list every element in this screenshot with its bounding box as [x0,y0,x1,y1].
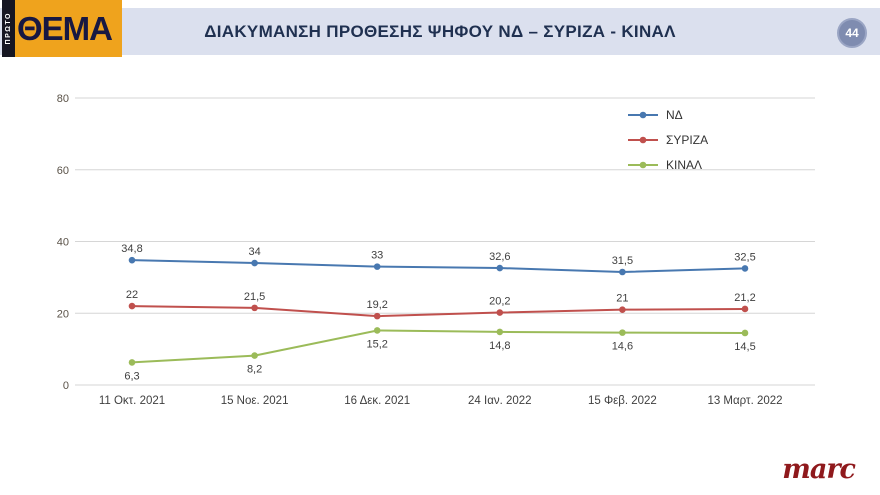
data-point-ΣΥΡΙΖΑ [496,309,504,316]
data-label-ΣΥΡΙΖΑ: 22 [126,289,138,301]
series-line-ΚΙΝΑΛ [131,329,746,364]
data-point-ΚΙΝΑΛ [496,328,504,336]
legend-label: ΣΥΡΙΖΑ [666,133,708,147]
legend-marker [639,136,647,144]
data-label-ΣΥΡΙΖΑ: 21,2 [734,292,755,304]
y-tick-label: 80 [57,93,69,105]
data-point-ΚΙΝΑΛ [251,352,258,359]
data-label-ΚΙΝΑΛ: 6,3 [124,370,139,382]
x-tick-label: 16 Δεκ. 2021 [344,395,410,407]
x-tick-label: 13 Μαρτ. 2022 [707,395,782,407]
x-tick-label: 11 Οκτ. 2021 [99,395,165,407]
logo-small-text: ΠΡΩΤΟ [5,12,12,45]
newspaper-logo: ΠΡΩΤΟ ΘΕΜΑ [2,0,122,57]
data-label-ΣΥΡΙΖΑ: 20,2 [489,296,510,308]
series-line-ΝΔ [131,259,746,273]
legend-marker [639,161,647,169]
x-tick-label: 15 Φεβ. 2022 [588,395,657,407]
series-line-ΣΥΡΙΖΑ [131,305,746,318]
data-point-ΣΥΡΙΖΑ [128,302,136,310]
data-label-ΚΙΝΑΛ: 15,2 [366,338,387,350]
data-label-ΝΔ: 33 [371,250,383,262]
marc-logo: marc [782,454,856,485]
data-label-ΣΥΡΙΖΑ: 21,5 [244,291,265,303]
legend-label: ΚΙΝΑΛ [666,158,702,172]
x-tick-label: 15 Νοε. 2021 [221,395,289,407]
y-tick-label: 40 [57,237,69,249]
data-label-ΝΔ: 34 [248,246,260,258]
data-label-ΚΙΝΑΛ: 14,5 [734,341,755,353]
chart: 0 20 40 60 80 11 Οκτ. 2021 15 Νοε. 2021 16 Δεκ.… [55,88,825,418]
data-label-ΝΔ: 32,5 [734,251,755,263]
data-point-ΚΙΝΑΛ [373,327,381,334]
data-label-ΝΔ: 31,5 [612,255,633,267]
page-number-badge: 44 [837,18,867,48]
x-tick-label: 24 Ιαν. 2022 [468,395,532,407]
data-label-ΚΙΝΑΛ: 8,2 [247,364,262,376]
data-point-ΝΔ [619,268,626,276]
data-label-ΣΥΡΙΖΑ: 21 [616,293,628,305]
legend-label: ΝΔ [666,108,683,122]
data-point-ΝΔ [128,256,136,264]
data-point-ΝΔ [741,265,749,272]
header-bar [0,8,880,55]
data-label-ΝΔ: 34,8 [121,243,142,255]
data-point-ΝΔ [496,264,504,272]
data-point-ΚΙΝΑΛ [741,329,749,337]
logo-strip: ΠΡΩΤΟ [2,0,15,57]
y-tick-label: 20 [57,308,69,320]
line-chart: 0 20 40 60 80 11 Οκτ. 2021 15 Νοε. 2021 16 Δεκ.… [57,93,815,407]
y-tick-label: 0 [63,380,69,392]
page-title: ΔΙΑΚΥΜΑΝΣΗ ΠΡΟΘΕΣΗΣ ΨΗΦΟΥ ΝΔ – ΣΥΡΙΖΑ - … [204,22,676,41]
data-point-ΣΥΡΙΖΑ [619,306,626,313]
data-point-ΣΥΡΙΖΑ [741,305,749,313]
data-label-ΚΙΝΑΛ: 14,6 [612,341,633,353]
data-point-ΚΙΝΑΛ [619,329,626,336]
data-label-ΝΔ: 32,6 [489,251,510,263]
y-tick-label: 60 [57,165,69,177]
data-point-ΝΔ [373,263,381,270]
data-point-ΝΔ [251,259,258,267]
data-point-ΚΙΝΑΛ [128,359,136,366]
data-label-ΚΙΝΑΛ: 14,8 [489,340,510,352]
legend-marker [639,111,647,119]
logo-text: ΘΕΜΑ [17,9,113,47]
data-point-ΣΥΡΙΖΑ [251,304,258,312]
data-label-ΣΥΡΙΖΑ: 19,2 [366,299,387,311]
data-point-ΣΥΡΙΖΑ [373,312,381,320]
